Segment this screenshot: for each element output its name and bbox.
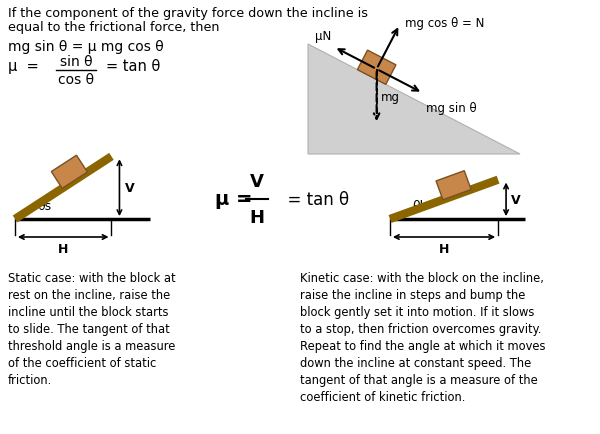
Text: μN: μN [315,30,331,43]
Text: V: V [124,182,134,195]
Polygon shape [52,156,88,189]
Text: cos θ: cos θ [58,73,94,87]
Polygon shape [436,171,471,200]
Text: equal to the frictional force, then: equal to the frictional force, then [8,21,220,34]
Text: = tan θ: = tan θ [106,59,160,74]
Text: mg: mg [380,91,400,104]
Text: Static case: with the block at
rest on the incline, raise the
incline until the : Static case: with the block at rest on t… [8,271,176,386]
Text: μ =: μ = [215,190,253,209]
Text: mg cos θ = N: mg cos θ = N [404,17,484,30]
Text: H: H [439,243,449,256]
Text: = tan θ: = tan θ [277,191,349,208]
Text: Kinetic case: with the block on the incline,
raise the incline in steps and bump: Kinetic case: with the block on the incl… [300,271,545,403]
Text: sin θ: sin θ [59,55,92,69]
Polygon shape [308,45,520,155]
Text: mg sin θ = μ mg cos θ: mg sin θ = μ mg cos θ [8,40,164,54]
Text: H: H [250,208,265,227]
Text: θk: θk [412,200,427,213]
Polygon shape [358,51,396,85]
Text: mg sin θ: mg sin θ [426,102,476,115]
Text: θs: θs [37,200,51,213]
Text: V: V [511,194,521,206]
Text: V: V [250,173,264,191]
Text: If the component of the gravity force down the incline is: If the component of the gravity force do… [8,7,368,20]
Text: H: H [58,243,68,256]
Text: μ  =: μ = [8,59,39,74]
